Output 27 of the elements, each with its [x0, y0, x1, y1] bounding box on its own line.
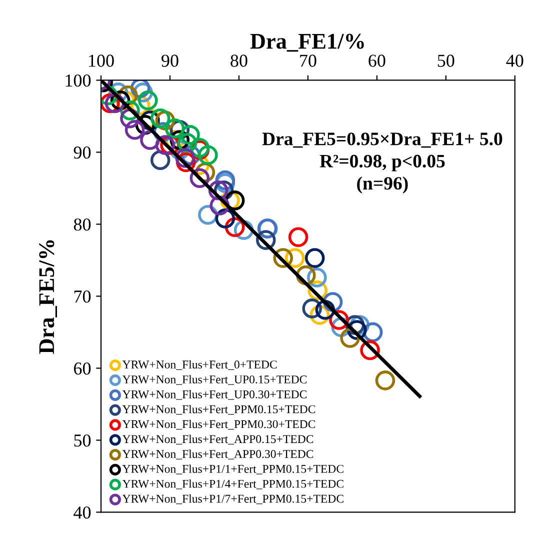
x-tick-label: 40 [506, 54, 524, 67]
legend-label: YRW+Non_Flus+Fert_0+TEDC [122, 360, 277, 370]
x-tick-label: 60 [368, 54, 386, 67]
y-tick-label: 60 [74, 362, 91, 375]
y-tick-label: 100 [66, 74, 91, 87]
y-tick-label: 40 [74, 506, 91, 519]
legend-label: YRW+Non_Flus+Fert_APP0.15+TEDC [122, 434, 314, 444]
y-tick-label: 80 [74, 218, 91, 231]
x-tick-label: 70 [300, 54, 316, 67]
y-tick-label: 70 [74, 290, 91, 303]
legend-label: YRW+Non_Flus+Fert_UP0.30+TEDC [122, 390, 307, 400]
y-tick-label: 90 [74, 146, 91, 159]
x-tick-label: 90 [162, 54, 178, 67]
legend-label: YRW+Non_Flus+Fert_PPM0.30+TEDC [122, 420, 316, 430]
legend-label: YRW+Non_Flus+P1/1+Fert_PPM0.15+TEDC [122, 464, 344, 474]
x-tick-label: 100 [89, 54, 114, 67]
x-tick-label: 50 [438, 54, 454, 67]
legend-label: YRW+Non_Flus+P1/4+Fert_PPM0.15+TEDC [122, 479, 344, 490]
legend-label: YRW+Non_Flus+P1/7+Fert_PPM0.15+TEDC [122, 494, 344, 504]
annotation: Dra_FE5=0.95×Dra_FE1+ 5.0 R²=0.98, p<0.05 (n=96) [262, 132, 502, 194]
legend-label: YRW+Non_Flus+Fert_PPM0.15+TEDC [122, 404, 316, 415]
legend-label: YRW+Non_Flus+Fert_APP0.30+TEDC [122, 450, 314, 460]
legend-label: YRW+Non_Flus+Fert_UP0.15+TEDC [122, 375, 307, 385]
y-axis-title: Dra_FE5/% [39, 240, 58, 354]
y-tick-label: 50 [74, 434, 91, 447]
x-tick-label: 80 [230, 54, 248, 67]
x-axis-title: Dra_FE1/% [250, 34, 364, 52]
